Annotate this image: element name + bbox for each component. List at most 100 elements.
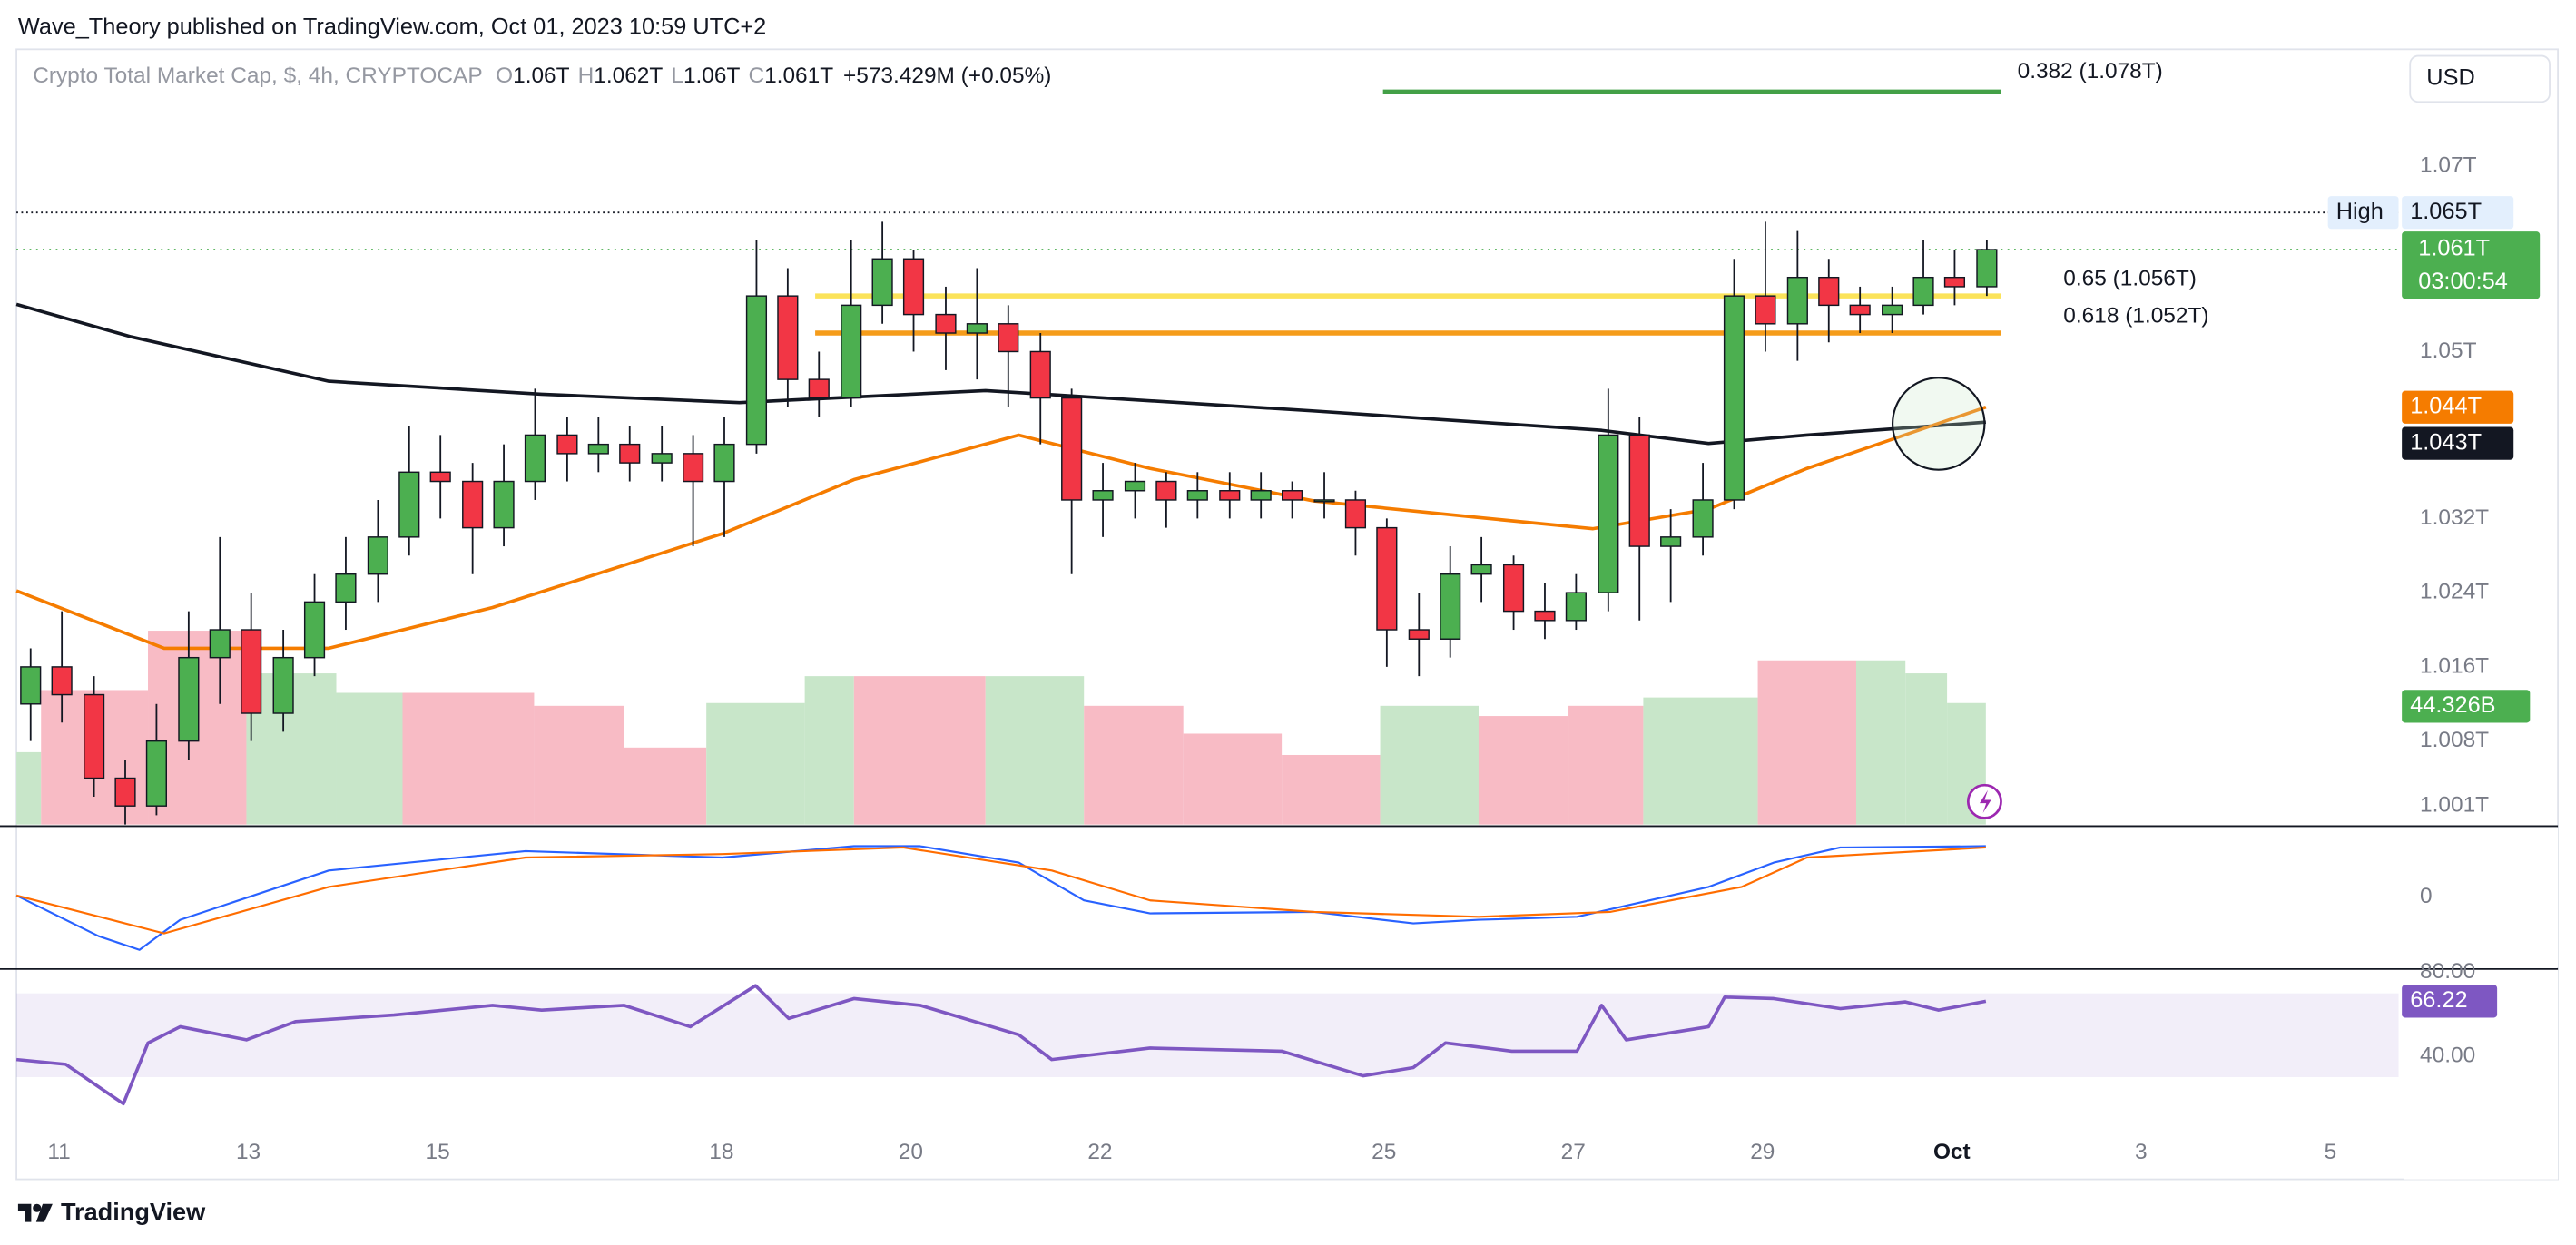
- alert-icon[interactable]: [1966, 783, 2002, 819]
- legend-key: O: [496, 64, 513, 89]
- y-tick-label: 1.001T: [2420, 793, 2489, 818]
- rsi-tick-label: 40.00: [2420, 1043, 2475, 1067]
- y-tick-label: 1.008T: [2420, 728, 2489, 752]
- volume-band: [1643, 697, 1758, 825]
- candle-body: [1186, 490, 1208, 501]
- last-price: 1.061T: [2418, 236, 2490, 261]
- candle-body: [1943, 276, 1966, 288]
- candle-body: [398, 471, 420, 538]
- volume-value-box: [2402, 690, 2531, 723]
- frame: [15, 48, 2559, 1181]
- candle-body: [1755, 295, 1776, 325]
- candle-body: [20, 666, 42, 705]
- candle-body: [745, 295, 768, 446]
- candle-body: [303, 601, 326, 659]
- fib-label: 0.382 (1.078T): [2018, 59, 2163, 83]
- moving-average: [15, 406, 1987, 651]
- candle-body: [209, 629, 231, 659]
- volume-band: [804, 676, 854, 825]
- rsi-value: 66.22: [2410, 987, 2467, 1013]
- brand-logo: TradingView: [17, 1198, 206, 1226]
- candle-body: [1882, 304, 1903, 316]
- candle-body: [462, 480, 484, 529]
- high-value-box: [2402, 196, 2514, 230]
- x-tick-label: 22: [1087, 1140, 1112, 1164]
- candle-body: [902, 258, 925, 316]
- candle-body: [966, 323, 988, 334]
- legend-value: 1.06T: [513, 64, 570, 89]
- y-tick-label: 1.024T: [2420, 580, 2489, 604]
- fib-label: 0.65 (1.056T): [2063, 267, 2197, 291]
- candle-body: [841, 304, 862, 399]
- volume-band: [1282, 754, 1381, 825]
- candle-body: [1534, 610, 1556, 622]
- x-tick-label: 18: [709, 1140, 733, 1164]
- candle-body: [524, 434, 546, 483]
- ma-value-box: [2402, 426, 2514, 460]
- countdown: 03:00:54: [2418, 269, 2508, 294]
- volume-band: [985, 676, 1085, 825]
- volume-band: [1478, 716, 1569, 825]
- legend-value: 1.06T: [683, 64, 741, 89]
- macd-line: [15, 846, 1986, 935]
- legend-key: C: [748, 64, 764, 89]
- candle-body: [1598, 434, 1619, 593]
- rsi-value-box: [2402, 985, 2498, 1018]
- candle-body: [1155, 480, 1177, 501]
- x-tick-label: 11: [47, 1140, 70, 1164]
- y-tick-label: 1.07T: [2420, 153, 2477, 178]
- volume-band: [1905, 673, 1948, 825]
- logo-mark: [35, 1203, 53, 1222]
- candle-body: [683, 453, 704, 483]
- volume-band: [1568, 705, 1644, 825]
- rsi-band: [16, 993, 2399, 1077]
- rsi-tick-label: 80.00: [2420, 959, 2475, 984]
- volume-band: [1084, 705, 1184, 825]
- candle-body: [272, 656, 294, 714]
- volume-band: [1183, 733, 1283, 825]
- x-tick-label: 15: [425, 1140, 449, 1164]
- candle-body: [1849, 304, 1871, 316]
- ema-value-box: [2402, 390, 2514, 424]
- high-value: 1.065T: [2410, 199, 2482, 224]
- currency-button[interactable]: [2409, 54, 2551, 103]
- candle-body: [808, 378, 830, 399]
- volume-band: [336, 692, 403, 825]
- ma-value: 1.043T: [2410, 429, 2482, 455]
- currency-label[interactable]: USD: [2426, 65, 2474, 91]
- rsi-line: [15, 984, 1987, 1106]
- x-tick-label: Oct: [1933, 1140, 1971, 1164]
- legend: Crypto Total Market Cap, $, 4h, CRYPTOCA…: [33, 64, 1051, 89]
- logo-mark: [17, 1203, 32, 1222]
- candle-body: [1124, 480, 1146, 492]
- candle-body: [1281, 490, 1303, 501]
- legend-value: 1.061T: [764, 64, 833, 89]
- x-tick-label: 25: [1372, 1140, 1396, 1164]
- candle-body: [1092, 490, 1114, 501]
- candle-body: [1219, 490, 1241, 501]
- y-tick-label: 1.016T: [2420, 653, 2489, 678]
- candle-body: [619, 443, 641, 464]
- alert-bolt[interactable]: [1979, 789, 1991, 813]
- volume-band: [1757, 660, 1856, 825]
- volume-band: [706, 702, 805, 825]
- x-tick-label: 13: [236, 1140, 261, 1164]
- high-name: High: [2336, 199, 2384, 224]
- candle-body: [241, 629, 262, 714]
- axis-mask: [2403, 828, 2559, 968]
- legend-key: H: [578, 64, 595, 89]
- x-tick-label: 5: [2325, 1140, 2337, 1164]
- candle-body: [178, 656, 200, 742]
- candle-body: [556, 434, 578, 455]
- candle-body: [1250, 490, 1272, 501]
- candle-body: [1692, 499, 1714, 538]
- candle-body: [935, 313, 957, 334]
- candle-body: [367, 536, 388, 575]
- volume-band: [402, 692, 535, 825]
- candle-body: [651, 453, 673, 464]
- fib-label: 0.618 (1.052T): [2063, 303, 2208, 328]
- logo-dot: [33, 1203, 42, 1212]
- candle-body: [1628, 434, 1650, 547]
- ema-value: 1.044T: [2410, 393, 2482, 418]
